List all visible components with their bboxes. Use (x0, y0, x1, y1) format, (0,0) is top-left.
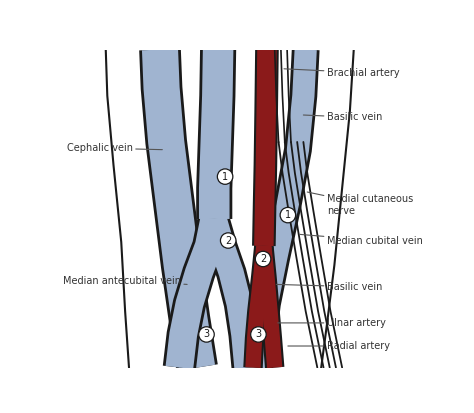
Text: Ulnar artery: Ulnar artery (278, 318, 385, 328)
Text: Median antecubital vein: Median antecubital vein (63, 275, 187, 285)
Circle shape (199, 327, 214, 342)
Text: Medial cutaneous
nerve: Medial cutaneous nerve (307, 192, 413, 216)
Circle shape (220, 233, 236, 248)
Text: Radial artery: Radial artery (288, 341, 390, 351)
Circle shape (218, 169, 233, 184)
Circle shape (251, 327, 266, 342)
Text: Median cubital vein: Median cubital vein (300, 234, 422, 245)
Text: 1: 1 (285, 210, 291, 220)
Text: Cephalic vein: Cephalic vein (67, 143, 162, 153)
Text: Basilic vein: Basilic vein (303, 112, 382, 122)
Text: 1: 1 (222, 172, 228, 182)
Text: 2: 2 (260, 254, 266, 264)
Text: Basilic vein: Basilic vein (276, 282, 382, 292)
Text: 3: 3 (255, 330, 262, 339)
Circle shape (280, 207, 296, 223)
Circle shape (255, 251, 271, 267)
Text: 3: 3 (203, 330, 210, 339)
Text: 2: 2 (225, 235, 231, 245)
Text: Brachial artery: Brachial artery (284, 68, 399, 78)
